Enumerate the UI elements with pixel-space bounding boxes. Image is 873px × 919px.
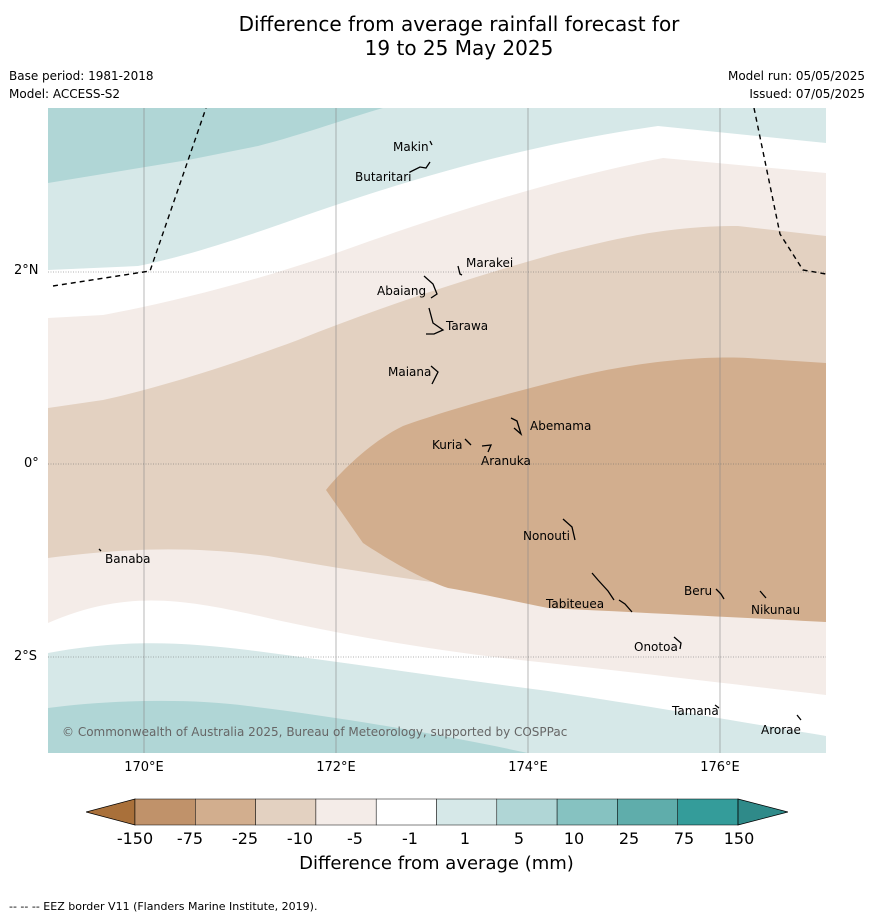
meta-right: Model run: 05/05/2025 Issued: 07/05/2025 <box>728 67 865 103</box>
colorbar-cell <box>255 798 317 826</box>
label-banaba: Banaba <box>105 552 151 566</box>
colorbar-tick: 25 <box>618 829 640 848</box>
colorbar-cells <box>134 798 739 826</box>
label-beru: Beru <box>684 584 712 598</box>
colorbar-svg <box>84 798 790 826</box>
island-labels: Makin Butaritari Marakei Abaiang Tarawa … <box>105 140 801 737</box>
lat-label-2n: 2°N <box>14 263 39 278</box>
colorbar-tick: 1 <box>459 829 471 848</box>
colorbar-left-arrow <box>84 798 136 826</box>
lon-label-172e: 172°E <box>316 760 356 775</box>
island-outlines <box>98 140 802 721</box>
label-abaiang: Abaiang <box>377 284 426 298</box>
colorbar-tick: -25 <box>231 829 259 848</box>
colorbar-tick: 5 <box>513 829 525 848</box>
colorbar-cell <box>496 798 558 826</box>
eez-border <box>52 108 826 287</box>
label-aranuka: Aranuka <box>481 454 531 468</box>
colorbar-cell <box>134 798 196 826</box>
lat-label-0: 0° <box>24 456 39 471</box>
label-maiana: Maiana <box>388 365 431 379</box>
colorbar-tick: -75 <box>176 829 204 848</box>
band-positive-5-10-north <box>48 108 383 183</box>
meta-left: Base period: 1981-2018 Model: ACCESS-S2 <box>9 67 154 103</box>
colorbar-title: Difference from average (mm) <box>299 853 574 874</box>
lon-label-170e: 170°E <box>124 760 164 775</box>
colorbar-cell <box>195 798 256 826</box>
colorbar-tick: 10 <box>563 829 585 848</box>
label-kuria: Kuria <box>432 438 463 452</box>
label-onotoa: Onotoa <box>634 640 678 654</box>
colorbar-cell <box>315 798 377 826</box>
colorbar-tick: -5 <box>347 829 363 848</box>
lat-lines <box>48 271 826 658</box>
band-positive-5-10-south <box>48 700 528 753</box>
colorbar-tick: -150 <box>116 829 154 848</box>
colorbar-cell <box>556 798 618 826</box>
footer-eez-note: -- -- -- EEZ border V11 (Flanders Marine… <box>9 900 318 913</box>
label-tarawa: Tarawa <box>445 319 488 333</box>
label-arorae: Arorae <box>761 723 801 737</box>
base-period: Base period: 1981-2018 <box>9 69 154 83</box>
band-negative-10-25 <box>326 357 826 622</box>
label-abemama: Abemama <box>530 419 591 433</box>
map-svg: Makin Butaritari Marakei Abaiang Tarawa … <box>48 108 826 753</box>
label-tamana: Tamana <box>671 704 719 718</box>
title-line-2: 19 to 25 May 2025 <box>364 36 554 60</box>
title-line-1: Difference from average rainfall forecas… <box>238 12 680 36</box>
label-butaritari: Butaritari <box>355 170 412 184</box>
colorbar-tick: -10 <box>286 829 314 848</box>
map-title: Difference from average rainfall forecas… <box>0 12 873 60</box>
issued-date: Issued: 07/05/2025 <box>749 87 865 101</box>
colorbar-cell <box>436 798 498 826</box>
label-nonouti: Nonouti <box>523 529 570 543</box>
model-run: Model run: 05/05/2025 <box>727 69 865 83</box>
graticule <box>143 108 721 753</box>
colorbar-tick: 75 <box>673 829 695 848</box>
label-tabiteuea: Tabiteuea <box>545 597 604 611</box>
colorbar-tick: 150 <box>723 829 755 848</box>
model-name: Model: ACCESS-S2 <box>9 87 121 101</box>
colorbar-tick: -1 <box>402 829 418 848</box>
lat-label-2s: 2°S <box>14 649 38 664</box>
label-marakei: Marakei <box>466 256 513 270</box>
lon-label-176e: 176°E <box>700 760 740 775</box>
label-makin: Makin <box>393 140 429 154</box>
colorbar-cell <box>677 798 739 826</box>
lon-label-174e: 174°E <box>508 760 548 775</box>
copyright-notice: © Commonwealth of Australia 2025, Bureau… <box>62 725 567 739</box>
colorbar-cell <box>375 798 437 826</box>
rainfall-map: Makin Butaritari Marakei Abaiang Tarawa … <box>48 108 826 753</box>
label-nikunau: Nikunau <box>751 603 800 617</box>
colorbar <box>84 797 790 831</box>
colorbar-cell <box>617 798 678 826</box>
colorbar-right-arrow <box>737 798 790 826</box>
